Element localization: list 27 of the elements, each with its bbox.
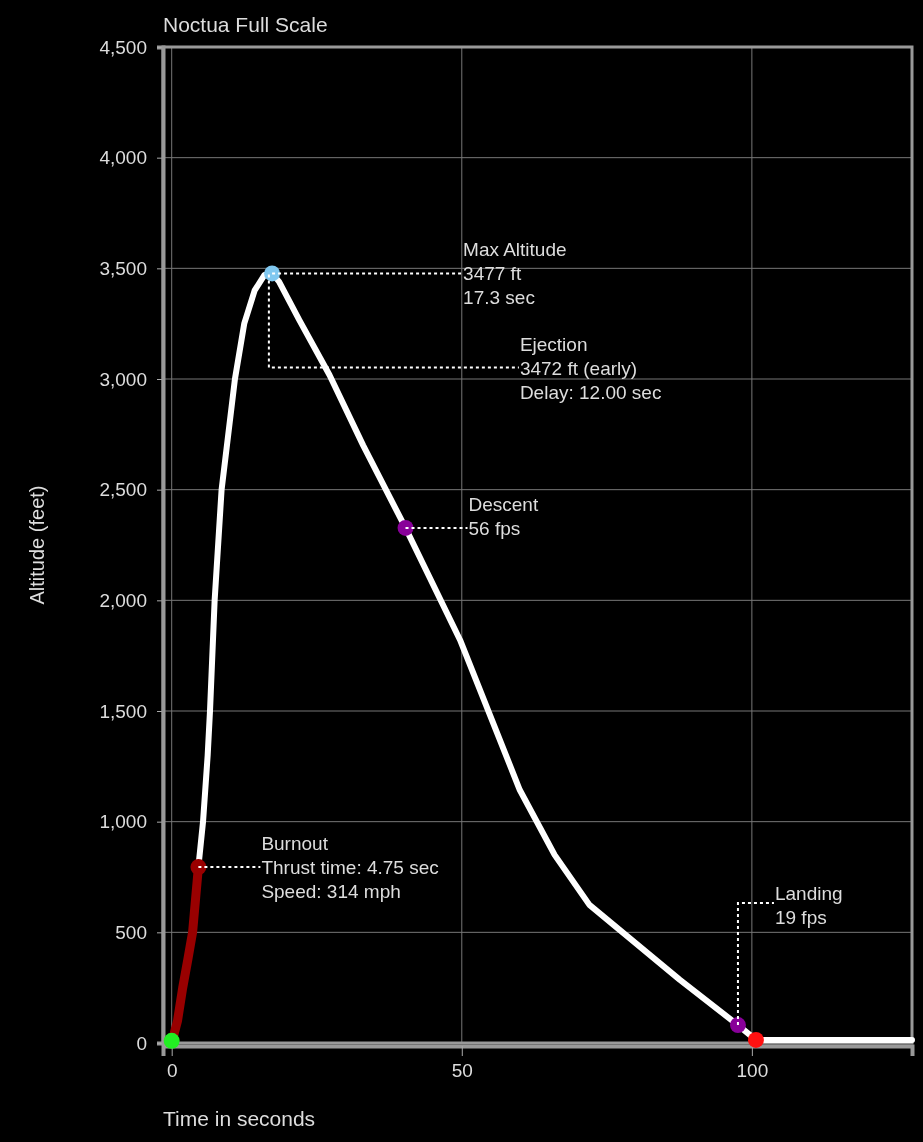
y-tick-label: 3,000 [99, 368, 147, 390]
x-tick-label: 100 [736, 1060, 769, 1082]
annotation: Ejection 3472 ft (early) Delay: 12.00 sec [519, 333, 662, 403]
x-tick-label: 0 [166, 1060, 178, 1082]
point [190, 859, 207, 875]
point [397, 519, 414, 536]
point [163, 1032, 180, 1049]
y-tick-label: 3,500 [99, 257, 147, 279]
point [747, 1031, 764, 1048]
y-tick-label: 0 [136, 1032, 147, 1054]
annotation: Landing 19 fps [774, 883, 843, 929]
annotation: Burnout Thrust time: 4.75 sec Speed: 314 mph [261, 833, 439, 903]
y-tick-label: 2,500 [99, 479, 147, 501]
annotation: Descent 56 fps [468, 493, 539, 539]
y-tick-label: 500 [115, 921, 147, 943]
x-axis-title: Time in seconds [163, 1107, 316, 1130]
y-tick-label: 4,500 [99, 36, 147, 58]
y-tick-label: 1,000 [99, 811, 147, 833]
point [264, 265, 281, 282]
x-tick-label: 50 [451, 1060, 473, 1082]
y-tick-label: 1,500 [99, 700, 147, 722]
y-axis-title: Altitude (feet) [26, 485, 48, 605]
point [729, 1017, 746, 1034]
annotation: Max Altitude 3477 ft 17.3 sec [463, 239, 567, 309]
chart-title: Noctua Full Scale [163, 13, 328, 36]
y-tick-label: 4,000 [99, 147, 147, 169]
y-tick-label: 2,000 [99, 589, 147, 611]
